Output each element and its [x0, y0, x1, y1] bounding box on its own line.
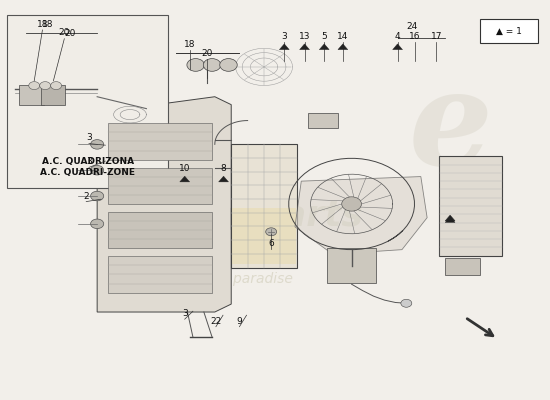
Circle shape: [91, 166, 104, 175]
Polygon shape: [445, 215, 455, 221]
Circle shape: [342, 197, 361, 211]
Text: 20: 20: [64, 29, 76, 38]
Text: 2: 2: [84, 192, 89, 201]
Bar: [444, 258, 480, 276]
Text: 18: 18: [42, 20, 54, 29]
Text: 17: 17: [431, 32, 442, 41]
Circle shape: [187, 58, 205, 71]
Polygon shape: [338, 44, 348, 50]
Circle shape: [401, 299, 412, 307]
Text: 20: 20: [201, 49, 212, 58]
Text: 18: 18: [184, 40, 196, 49]
Polygon shape: [445, 217, 455, 222]
Bar: [108, 212, 212, 248]
Polygon shape: [219, 176, 228, 182]
Polygon shape: [320, 44, 329, 50]
Circle shape: [266, 228, 277, 236]
Bar: [108, 168, 212, 204]
Text: 4: 4: [395, 32, 400, 41]
Circle shape: [91, 140, 104, 149]
Polygon shape: [231, 202, 250, 230]
Polygon shape: [279, 44, 289, 50]
Text: 5: 5: [321, 32, 327, 41]
Text: 3: 3: [282, 32, 287, 41]
Text: 16: 16: [409, 32, 420, 41]
Text: 3: 3: [182, 309, 188, 318]
Text: 9: 9: [236, 317, 243, 326]
Polygon shape: [393, 44, 403, 50]
Text: 3: 3: [86, 134, 92, 142]
Bar: [308, 113, 338, 128]
Text: europarts: europarts: [164, 199, 364, 233]
Text: 18: 18: [37, 20, 48, 29]
Circle shape: [40, 82, 51, 90]
Text: 14: 14: [337, 32, 349, 41]
Text: 24: 24: [406, 22, 417, 31]
Circle shape: [91, 191, 104, 201]
Bar: [327, 248, 376, 284]
Bar: [108, 122, 212, 160]
Bar: [439, 156, 502, 256]
Polygon shape: [180, 176, 190, 182]
FancyBboxPatch shape: [7, 15, 168, 188]
Text: e: e: [408, 64, 492, 193]
Text: 13: 13: [299, 32, 310, 41]
Polygon shape: [97, 97, 231, 312]
Text: A.C. QUADRI-ZONE: A.C. QUADRI-ZONE: [40, 168, 135, 178]
Circle shape: [91, 219, 104, 228]
Text: a parts paradise: a parts paradise: [180, 272, 293, 286]
FancyBboxPatch shape: [480, 19, 538, 43]
Circle shape: [220, 58, 237, 71]
Text: 20: 20: [59, 28, 70, 37]
Text: 22: 22: [210, 317, 222, 326]
Text: A.C. QUADRIZONA: A.C. QUADRIZONA: [41, 157, 134, 166]
Circle shape: [204, 58, 221, 71]
Bar: [41, 85, 65, 105]
Circle shape: [29, 82, 40, 90]
Text: 3: 3: [86, 157, 92, 166]
Circle shape: [51, 82, 62, 90]
Text: 10: 10: [179, 164, 190, 173]
Text: ▲ = 1: ▲ = 1: [496, 27, 522, 36]
Polygon shape: [300, 44, 310, 50]
Bar: [232, 208, 296, 264]
Bar: [19, 85, 43, 105]
Text: 8: 8: [221, 164, 227, 173]
Bar: [231, 144, 297, 268]
Text: 6: 6: [268, 240, 274, 248]
Polygon shape: [295, 176, 427, 254]
Bar: [108, 256, 212, 293]
